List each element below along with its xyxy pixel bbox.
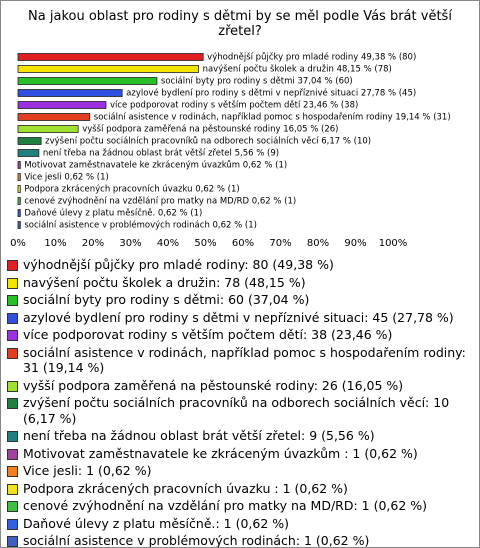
legend-label: sociální asistence v problémových rodiná… (23, 533, 370, 548)
legend-swatch (7, 380, 18, 392)
legend-swatch (7, 277, 18, 289)
bar (17, 101, 107, 109)
legend-item: Vice jesli: 1 (0,62 %) (7, 463, 475, 479)
x-tick-label: 30% (119, 238, 141, 249)
legend-swatch (7, 398, 18, 409)
bar (17, 197, 21, 205)
legend-item: navýšení počtu školek a družin: 78 (48,1… (7, 275, 475, 291)
bar (17, 89, 123, 97)
legend-swatch (7, 312, 18, 324)
legend-swatch (7, 536, 18, 547)
legend-item: sociální asistence v rodinách, například… (7, 345, 475, 376)
legend-label: navýšení počtu školek a družin: 78 (48,1… (23, 274, 306, 290)
legend-label: cenové zvýhodnění na vzdělání pro matky … (23, 498, 428, 513)
legend-swatch (7, 431, 18, 442)
bar (17, 77, 158, 85)
x-tick-label: 20% (82, 238, 104, 249)
legend-item: Podpora zkrácených pracovních úvazku : 1… (7, 481, 475, 497)
bar-label: Motivovat zaměstnavatele ke zkráceným úv… (24, 160, 287, 171)
bar (17, 173, 21, 181)
bar (17, 149, 40, 157)
legend-label: Podpora zkrácených pracovních úvazku : 1… (23, 480, 348, 496)
bar-label: více podporovat rodiny s větším počtem d… (110, 100, 358, 111)
legend-swatch (7, 483, 18, 495)
legend-label: více podporovat rodiny s větším počtem d… (23, 327, 393, 342)
legend-item: cenové zvýhodnění na vzdělání pro matky … (7, 498, 475, 514)
bar-label: sociální asistence v rodinách, například… (94, 113, 451, 123)
legend-label: výhodnější půjčky pro mladé rodiny: 80 (… (23, 257, 334, 272)
legend-item: azylové bydlení pro rodiny s dětmi v nep… (7, 310, 475, 326)
bar (17, 185, 21, 193)
bar-label: azylové bydlení pro rodiny s dětmi v nep… (126, 88, 416, 99)
legend: výhodnější půjčky pro mladé rodiny: 80 (… (7, 257, 475, 548)
bar (17, 209, 21, 217)
x-tick-label: 90% (344, 238, 366, 249)
bar (17, 113, 91, 121)
legend-swatch (7, 260, 18, 271)
legend-item: výhodnější půjčky pro mladé rodiny: 80 (… (7, 257, 475, 273)
bar (17, 65, 199, 73)
bar-label: zvýšení počtu sociálních pracovníků na o… (45, 136, 371, 147)
legend-swatch (7, 330, 18, 341)
legend-label: zvýšení počtu sociálních pracovníků na o… (23, 395, 450, 426)
legend-swatch (7, 518, 18, 530)
bar-label: Podpora zkrácených pracovních úvazku 0,6… (24, 185, 239, 195)
legend-swatch (7, 347, 18, 359)
legend-swatch (7, 448, 18, 460)
bar (17, 137, 42, 145)
bar-label: Vice jesli 0,62 % (1) (24, 173, 109, 183)
bar-label: sociální asistence v problémových rodiná… (24, 220, 257, 231)
bar-label: cenové zvýhodnění na vzdělání pro matky … (24, 196, 296, 207)
legend-label: sociální asistence v rodinách, například… (23, 344, 466, 376)
legend-item: sociální byty pro rodiny s dětmi: 60 (37… (7, 292, 475, 308)
legend-label: Motivovat zaměstnavatele ke zkráceným úv… (23, 445, 418, 461)
x-tick-label: 40% (157, 238, 179, 249)
x-tick-label: 100% (379, 238, 408, 249)
legend-swatch (7, 501, 18, 512)
bar (17, 125, 79, 133)
bar (17, 53, 204, 61)
bar-label: není třeba na žádnou oblast brát větší z… (43, 148, 279, 159)
x-tick-label: 0% (10, 238, 26, 249)
legend-label: sociální byty pro rodiny s dětmi: 60 (37… (23, 292, 310, 307)
legend-item: sociální asistence v problémových rodiná… (7, 533, 475, 548)
legend-item: není třeba na žádnou oblast brát větší z… (7, 428, 475, 444)
legend-item: Daňové úlevy z platu měsíčně.: 1 (0,62 %… (7, 516, 475, 532)
bar (17, 161, 21, 169)
bar-label: výhodnější půjčky pro mladé rodiny 49,38… (207, 52, 416, 63)
chart-title: Na jakou oblast pro rodiny s dětmi by se… (28, 9, 452, 39)
x-tick-label: 60% (232, 238, 254, 249)
legend-item: více podporovat rodiny s větším počtem d… (7, 327, 475, 343)
bar-label: navýšení počtu školek a družin 48,15 % (… (203, 64, 392, 75)
bar-label: Daňové úlevy z platu měsíčně. 0,62 % (1) (24, 208, 202, 219)
bar-label: sociální byty pro rodiny s dětmi 37,04 %… (161, 77, 353, 87)
legend-item: vyšší podpora zaměřená na pěstounské rod… (7, 378, 475, 394)
x-tick-label: 10% (44, 238, 66, 249)
legend-label: vyšší podpora zaměřená na pěstounské rod… (23, 377, 404, 393)
plot: 0% 10% 20% 30% 40% 50% 60% 70% 80% 90% 100% výhodně… (10, 52, 451, 250)
legend-swatch (7, 295, 18, 306)
legend-label: není třeba na žádnou oblast brát větší z… (23, 428, 375, 443)
legend-label: Daňové úlevy z platu měsíčně.: 1 (0,62 %… (23, 515, 290, 531)
bar (17, 221, 21, 229)
legend-swatch (7, 466, 18, 477)
legend-label: azylové bydlení pro rodiny s dětmi v nep… (23, 309, 454, 325)
x-tick-label: 80% (307, 238, 329, 249)
bar-label: vyšší podpora zaměřená na pěstounské rod… (82, 124, 338, 135)
legend-item: zvýšení počtu sociálních pracovníků na o… (7, 395, 475, 426)
x-tick-label: 70% (269, 238, 291, 249)
x-tick-label: 50% (194, 238, 216, 249)
legend-label: Vice jesli: 1 (0,62 %) (23, 463, 152, 478)
legend-item: Motivovat zaměstnavatele ke zkráceným úv… (7, 446, 475, 462)
